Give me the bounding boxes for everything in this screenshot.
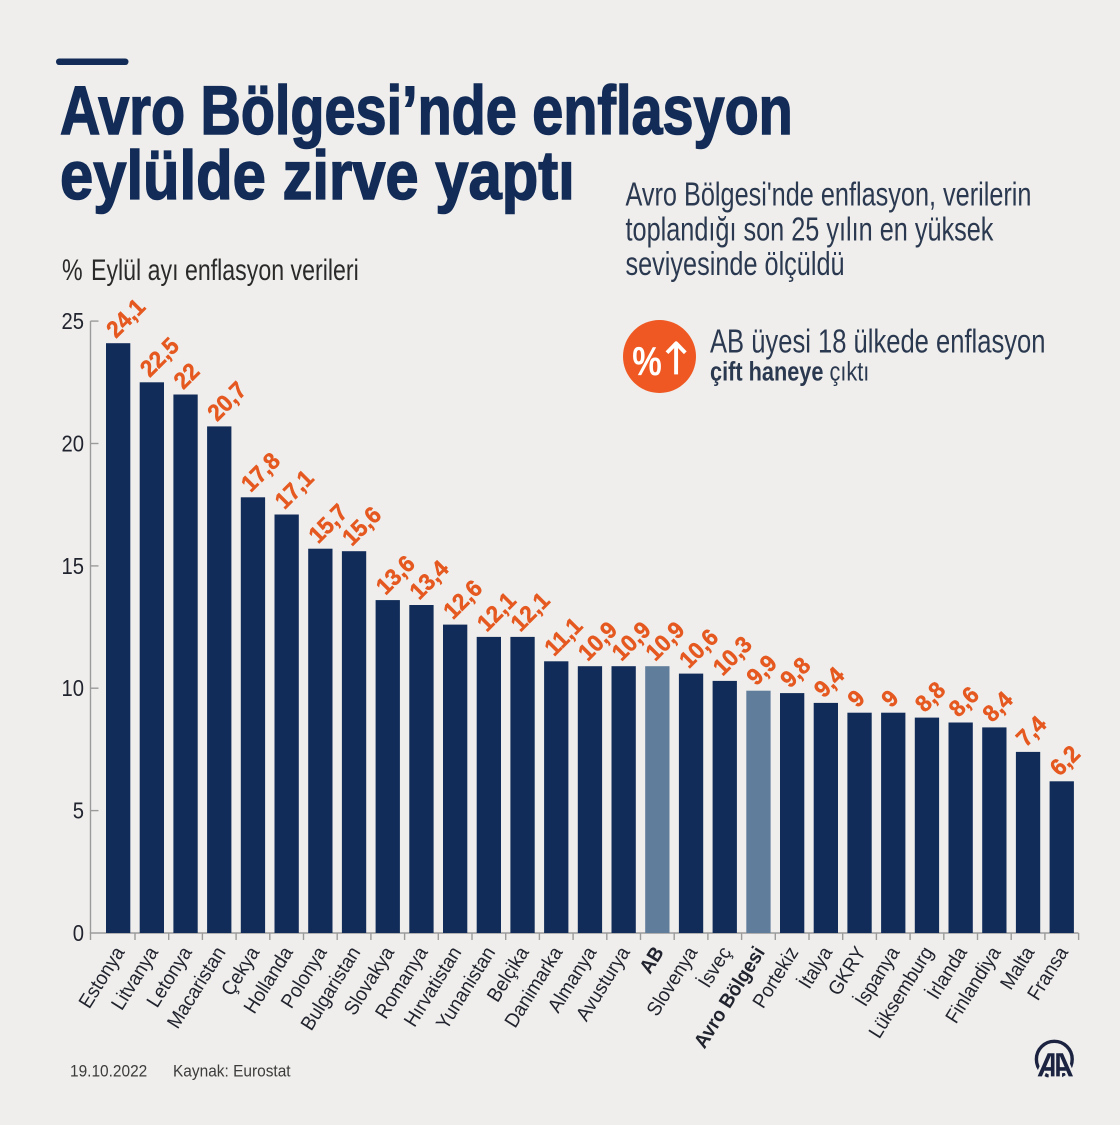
svg-text:25: 25 <box>61 308 84 335</box>
svg-text:Kaynak: Eurostat: Kaynak: Eurostat <box>173 1062 291 1081</box>
svg-text:19.10.2022: 19.10.2022 <box>70 1062 147 1081</box>
svg-text:%: % <box>62 253 83 286</box>
svg-text:%: % <box>632 338 662 384</box>
svg-text:0: 0 <box>73 920 84 947</box>
svg-text:Eylül ayı enflasyon verileri: Eylül ayı enflasyon verileri <box>91 253 359 286</box>
svg-text:eylülde zirve yaptı: eylülde zirve yaptı <box>60 137 575 214</box>
svg-text:seviyesinde ölçüldü: seviyesinde ölçüldü <box>626 246 845 283</box>
svg-text:20: 20 <box>61 430 84 457</box>
svg-text:5: 5 <box>73 797 84 824</box>
svg-text:15: 15 <box>61 553 84 580</box>
svg-text:10: 10 <box>61 675 84 702</box>
svg-text:Avro Bölgesi'nde enflasyon, ve: Avro Bölgesi'nde enflasyon, verilerin <box>626 176 1032 213</box>
svg-text:çift haneye çıktı: çift haneye çıktı <box>710 358 869 388</box>
svg-text:Avro Bölgesi’nde enflasyon: Avro Bölgesi’nde enflasyon <box>60 74 793 150</box>
svg-text:toplandığı son 25 yılın en yük: toplandığı son 25 yılın en yüksek <box>626 211 994 248</box>
svg-text:AB üyesi 18 ülkede enflasyon: AB üyesi 18 ülkede enflasyon <box>710 323 1045 360</box>
